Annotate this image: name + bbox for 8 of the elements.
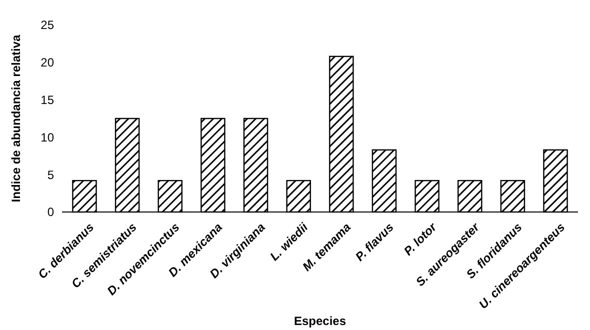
x-axis-title: Especies: [294, 314, 346, 328]
y-axis-title: Indice de abundancia relativa: [9, 34, 23, 202]
y-tick-label: 5: [47, 168, 54, 182]
y-tick-label: 25: [40, 18, 54, 32]
y-tick-label: 10: [40, 130, 54, 144]
y-tick-label: 20: [40, 56, 54, 70]
y-tick-label: 0: [47, 205, 54, 220]
y-tick-label: 15: [40, 93, 54, 107]
